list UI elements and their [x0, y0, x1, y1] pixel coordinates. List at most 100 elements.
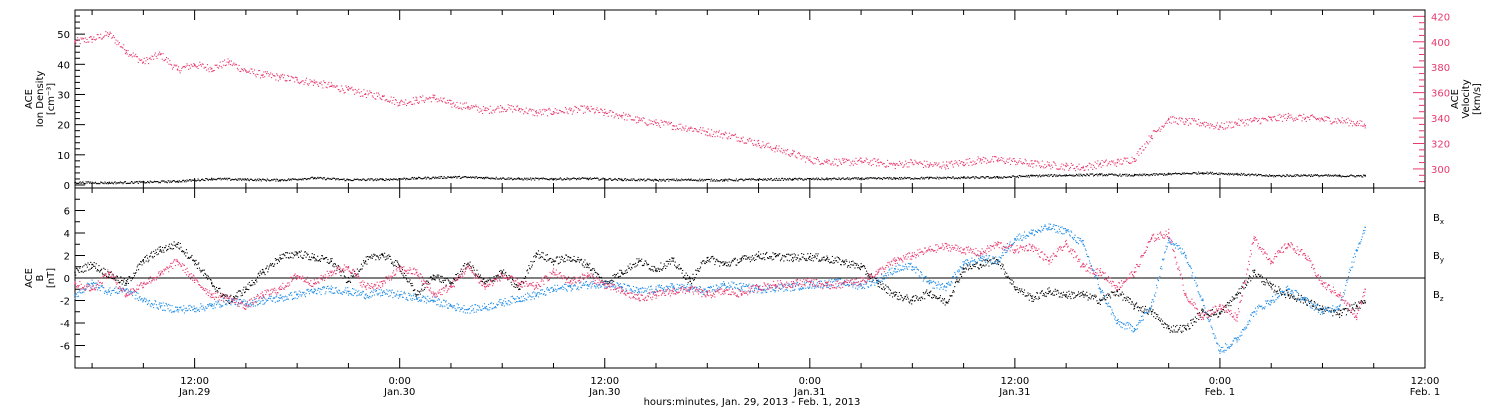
velocity-sample: [1073, 168, 1075, 170]
density-sample: [183, 181, 185, 183]
velocity-sample: [1039, 165, 1041, 167]
field-bx-sample: [414, 293, 417, 295]
field-bx-sample: [442, 281, 445, 284]
field-bx-sample: [748, 256, 750, 258]
field-bx-sample: [1066, 291, 1068, 293]
field-bx-sample: [289, 252, 291, 254]
field-bx-sample: [1206, 314, 1208, 316]
field-bx-sample: [656, 270, 658, 272]
field-bx-sample: [464, 263, 466, 265]
density-sample: [957, 177, 960, 179]
density-sample: [439, 177, 441, 180]
velocity-sample: [753, 139, 755, 142]
density-sample: [1358, 175, 1360, 177]
density-sample: [1055, 175, 1057, 178]
density-sample: [199, 180, 201, 182]
velocity-point: [860, 160, 862, 162]
velocity-sample: [359, 92, 361, 94]
velocity-point: [398, 102, 401, 104]
density-point: [655, 179, 657, 181]
velocity-sample: [536, 115, 538, 117]
field-bx-sample: [743, 255, 745, 257]
velocity-sample: [953, 163, 955, 165]
velocity-sample: [426, 98, 428, 100]
field-bx-sample: [624, 270, 626, 272]
field-bx-sample: [262, 269, 264, 271]
density-sample: [406, 178, 408, 180]
field-bx-sample: [445, 284, 447, 286]
field-bx-sample: [658, 268, 660, 270]
field-bx-sample: [618, 276, 620, 278]
field-bx-sample: [381, 253, 383, 255]
field-bx-sample: [198, 267, 201, 269]
velocity-sample: [1211, 124, 1213, 126]
velocity-sample: [645, 123, 647, 125]
field-bx-sample: [189, 257, 191, 259]
density-sample: [137, 182, 139, 184]
density-sample: [82, 181, 84, 183]
field-bx-sample: [352, 274, 354, 276]
field-bx-sample: [1089, 293, 1091, 295]
velocity-sample: [644, 121, 646, 124]
field-bx-sample: [153, 255, 155, 258]
field-bx-sample: [1213, 314, 1215, 316]
velocity-sample: [729, 137, 731, 139]
velocity-sample: [260, 74, 262, 76]
density-sample: [565, 178, 567, 180]
velocity-sample: [1346, 122, 1348, 124]
density-sample: [1070, 174, 1072, 176]
density-sample: [899, 178, 901, 180]
field-bx-sample: [780, 258, 782, 261]
velocity-sample: [734, 134, 736, 136]
field-bx-sample: [412, 285, 414, 287]
velocity-sample: [916, 162, 919, 164]
density-sample: [1252, 174, 1254, 176]
density-sample: [835, 178, 837, 180]
field-bx-point: [262, 271, 264, 274]
field-bx-sample: [1116, 290, 1119, 292]
velocity-sample: [1274, 115, 1276, 117]
velocity-sample: [1016, 161, 1018, 163]
field-bx-sample: [1086, 291, 1088, 293]
field-bx-sample: [278, 259, 280, 261]
field-bx-sample: [815, 253, 817, 255]
density-sample: [840, 179, 842, 181]
field-bx-sample: [230, 294, 232, 296]
density-sample: [463, 176, 465, 178]
density-sample: [568, 177, 570, 180]
density-sample: [510, 178, 512, 180]
field-bx-sample: [122, 279, 124, 282]
density-sample: [737, 180, 739, 182]
velocity-sample: [993, 155, 995, 158]
density-sample: [1219, 174, 1221, 176]
velocity-sample: [737, 136, 739, 138]
field-bx-sample: [829, 261, 831, 264]
density-sample: [225, 177, 227, 179]
field-bx-sample: [1010, 279, 1012, 281]
density-sample: [551, 177, 553, 179]
field-bx-sample: [553, 261, 555, 263]
field-bx-sample: [245, 286, 247, 288]
density-sample: [360, 179, 362, 181]
field-bx-sample: [993, 263, 995, 265]
field-bx-sample: [1099, 303, 1101, 305]
field-bx-sample: [563, 257, 566, 259]
field-bx-sample: [215, 286, 218, 289]
field-bx-sample: [1106, 297, 1108, 299]
velocity-sample: [309, 79, 311, 81]
density-sample: [323, 177, 326, 179]
density-sample: [504, 178, 506, 180]
field-bx-sample: [255, 279, 257, 281]
density-sample: [1092, 173, 1094, 175]
density-sample: [1040, 176, 1042, 178]
velocity-sample: [633, 119, 635, 121]
velocity-sample: [1158, 127, 1160, 129]
density-sample: [177, 181, 179, 183]
velocity-sample: [1099, 162, 1101, 164]
field-bx-sample: [1111, 291, 1113, 293]
velocity-sample: [690, 126, 692, 128]
velocity-sample: [951, 160, 953, 162]
density-sample: [1071, 175, 1073, 177]
field-bx-sample: [1028, 299, 1030, 301]
